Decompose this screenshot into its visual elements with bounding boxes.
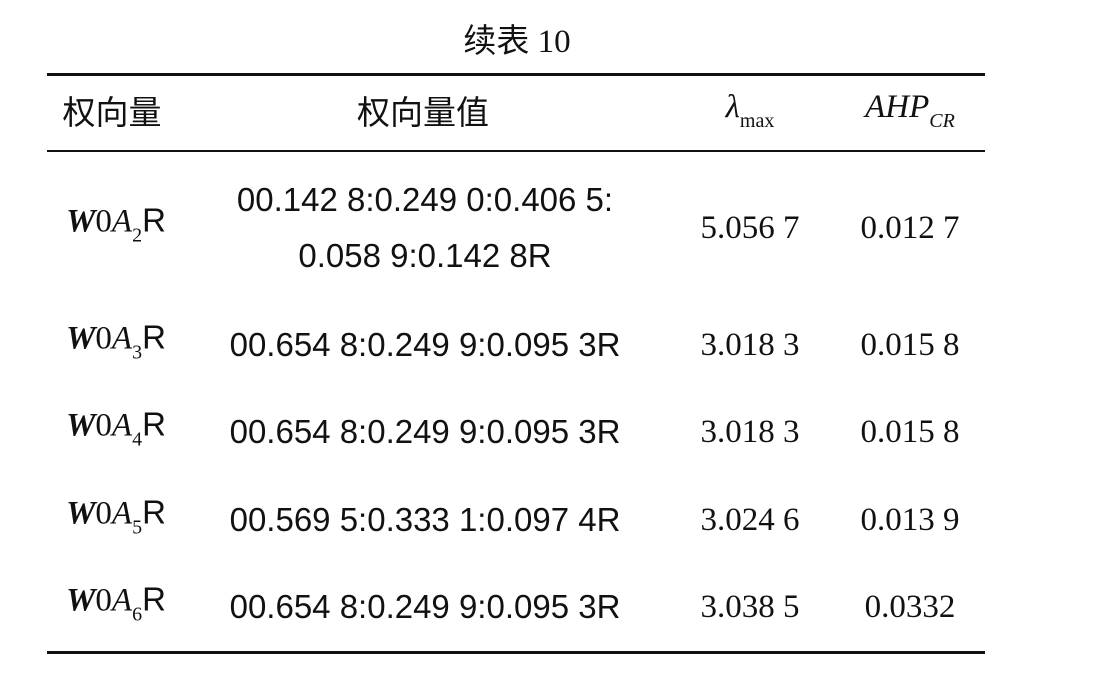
header-cr: AHPCR: [865, 87, 955, 141]
value-line: 00.654 8:0.249 9:0.095 3R: [229, 326, 621, 363]
label-sub: 5: [132, 516, 143, 539]
label-r: R: [142, 405, 166, 443]
label-a: A: [111, 495, 133, 532]
label-zero: 0: [95, 582, 112, 619]
label-w: W: [66, 407, 96, 444]
bottom-rule: [47, 651, 985, 654]
row-value: 00.654 8:0.249 9:0.095 3R: [230, 579, 621, 635]
row-lambda: 3.018 3: [700, 414, 800, 450]
label-r: R: [142, 318, 166, 356]
label-a: A: [111, 203, 133, 240]
row-value: 00.142 8:0.249 0:0.406 5: 0.058 9:0.142 8…: [237, 172, 613, 284]
row-label: W0A3R: [66, 318, 166, 373]
row-value: 00.569 5:0.333 1:0.097 4R: [230, 492, 621, 548]
value-line: 00.142 8:0.249 0:0.406 5:: [236, 181, 614, 218]
label-w: W: [66, 582, 96, 619]
row-value: 00.654 8:0.249 9:0.095 3R: [230, 404, 621, 460]
label-sub: 6: [132, 603, 143, 626]
header-label: 权向量: [62, 96, 162, 132]
row-lambda: 5.056 7: [700, 210, 800, 246]
lambda-sub: max: [739, 110, 775, 132]
label-a: A: [111, 320, 133, 357]
value-line: 00.654 8:0.249 9:0.095 3R: [229, 588, 621, 625]
label-sub: 2: [132, 224, 143, 247]
top-rule: [47, 73, 985, 76]
value-line: 00.569 5:0.333 1:0.097 4R: [229, 501, 621, 538]
label-zero: 0: [95, 203, 112, 240]
row-value: 00.654 8:0.249 9:0.095 3R: [230, 317, 621, 373]
row-label: W0A6R: [66, 580, 166, 635]
value-line: 0.058 9:0.142 8R: [298, 237, 552, 274]
header-rule: [47, 150, 985, 152]
table-title: 续表 10: [463, 24, 571, 60]
cr-sub: CR: [929, 110, 955, 132]
header-lambda: λmax: [726, 87, 775, 141]
label-r: R: [142, 580, 166, 618]
value-line: 00.654 8:0.249 9:0.095 3R: [229, 413, 621, 450]
row-label: W0A2R: [66, 201, 166, 256]
cr-symbol: AHP: [865, 89, 930, 125]
label-r: R: [142, 201, 166, 239]
row-label: W0A5R: [66, 493, 166, 548]
row-cr: 0.015 8: [860, 414, 960, 450]
label-r: R: [142, 493, 166, 531]
label-w: W: [66, 320, 96, 357]
row-label: W0A4R: [66, 405, 166, 460]
label-sub: 3: [132, 341, 143, 364]
label-zero: 0: [95, 320, 112, 357]
row-lambda: 3.038 5: [700, 589, 800, 625]
label-w: W: [66, 495, 96, 532]
label-sub: 4: [132, 428, 143, 451]
header-value: 权向量值: [357, 96, 489, 132]
label-zero: 0: [95, 495, 112, 532]
row-cr: 0.012 7: [860, 210, 960, 246]
row-lambda: 3.018 3: [700, 327, 800, 363]
row-cr: 0.013 9: [860, 502, 960, 538]
row-cr: 0.015 8: [860, 327, 960, 363]
label-a: A: [111, 582, 133, 619]
row-lambda: 3.024 6: [700, 502, 800, 538]
label-zero: 0: [95, 407, 112, 444]
label-w: W: [66, 203, 96, 240]
row-cr: 0.0332: [864, 589, 956, 625]
label-a: A: [111, 407, 133, 444]
lambda-symbol: λ: [725, 89, 740, 125]
